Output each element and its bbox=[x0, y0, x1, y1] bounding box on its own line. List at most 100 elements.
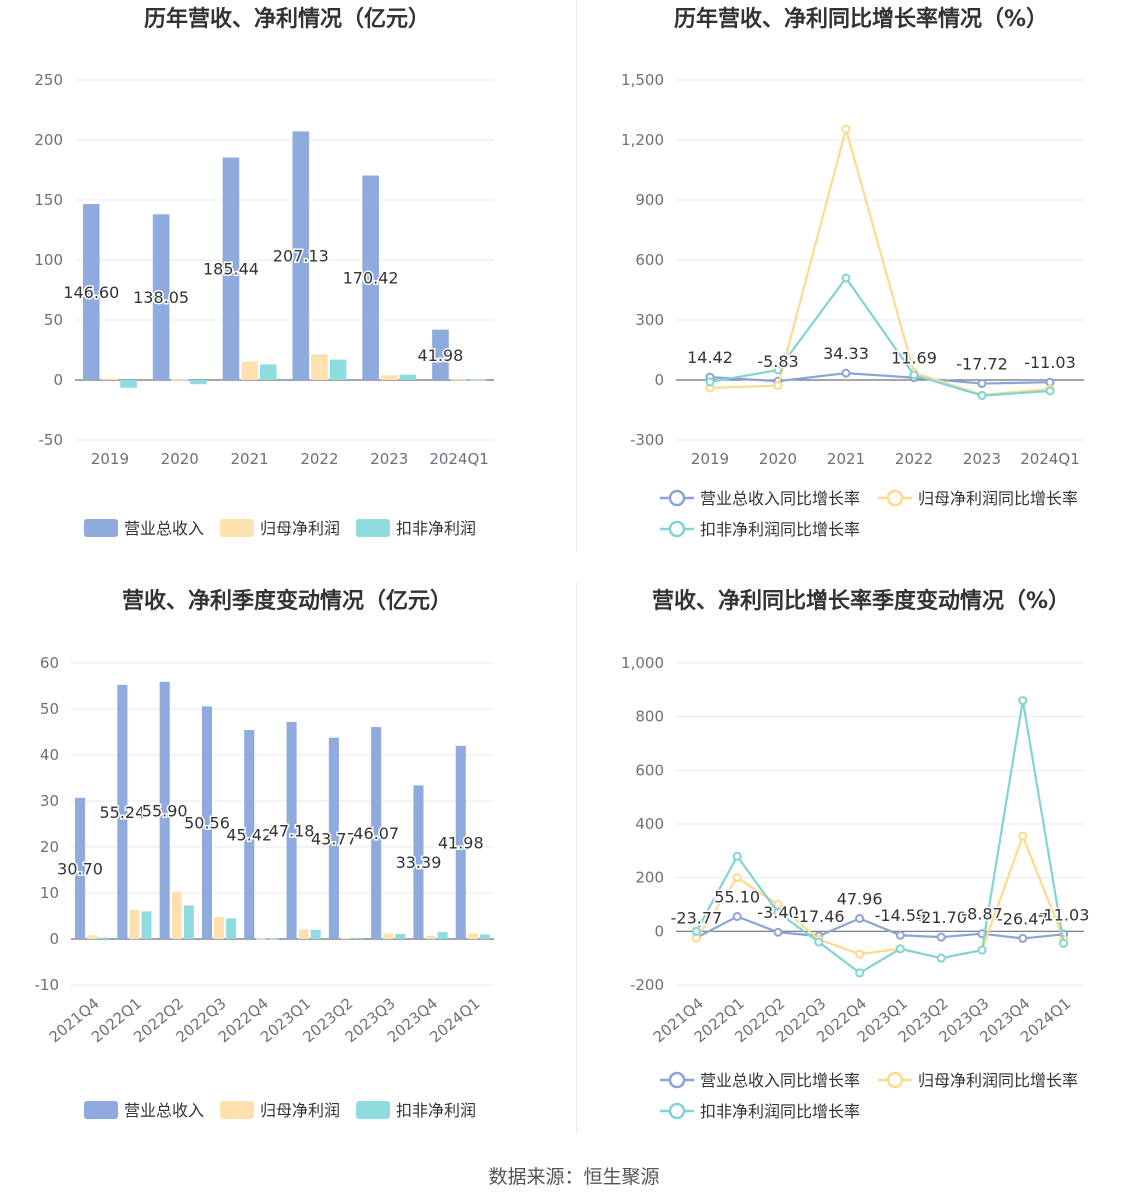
legend-label: 营业总收入同比增长率 bbox=[700, 489, 860, 508]
data-label: 207.13 bbox=[273, 247, 329, 266]
data-point bbox=[936, 932, 946, 942]
legend-item: 扣非净利润 bbox=[356, 519, 476, 538]
data-label: 33.39 bbox=[396, 853, 442, 872]
legend-item: 营业总收入 bbox=[84, 519, 204, 538]
bar-deducted-net bbox=[183, 905, 194, 939]
data-label: 185.44 bbox=[203, 260, 259, 279]
data-label: 41.98 bbox=[438, 833, 484, 852]
legend-item: 营业总收入同比增长率 bbox=[660, 1071, 860, 1090]
legend-item: 扣非净利润同比增长率 bbox=[660, 1102, 860, 1121]
data-label: 30.70 bbox=[57, 859, 103, 878]
bar-deducted-net bbox=[399, 374, 417, 380]
y-tick-label: 1,500 bbox=[621, 71, 664, 89]
data-label: 47.96 bbox=[837, 889, 883, 908]
data-point bbox=[936, 953, 946, 963]
bar-parent-net bbox=[298, 929, 309, 939]
bar-parent-net bbox=[256, 938, 267, 940]
bar-parent-net bbox=[214, 916, 225, 939]
x-tick-label: 2022 bbox=[300, 450, 338, 468]
chart-svg: 营收、净利季度变动情况（亿元）-1001020304050602021Q4202… bbox=[35, 588, 494, 1120]
legend-label: 营业总收入同比增长率 bbox=[700, 1071, 860, 1090]
bar-deducted-net bbox=[226, 918, 237, 939]
data-label: 14.42 bbox=[687, 348, 733, 367]
bar-parent-net bbox=[171, 379, 189, 381]
x-tick-label: 2021 bbox=[827, 450, 865, 468]
data-point bbox=[855, 949, 865, 959]
legend-swatch bbox=[84, 519, 118, 537]
data-point bbox=[732, 873, 742, 883]
legend-item: 归母净利润 bbox=[220, 519, 340, 538]
data-label: 55.90 bbox=[142, 801, 188, 820]
data-label: 170.42 bbox=[343, 269, 399, 288]
bar-parent-net bbox=[383, 933, 394, 939]
legend-item: 扣非净利润同比增长率 bbox=[660, 520, 860, 539]
data-point bbox=[977, 945, 987, 955]
data-point bbox=[814, 937, 824, 947]
x-tick-label: 2024Q1 bbox=[429, 450, 489, 468]
x-tick-label: 2022 bbox=[895, 450, 933, 468]
bar-revenue bbox=[286, 721, 297, 939]
y-tick-label: -200 bbox=[630, 976, 664, 994]
y-tick-label: 1,000 bbox=[621, 654, 664, 672]
data-point bbox=[909, 370, 919, 380]
bar-revenue bbox=[201, 706, 213, 939]
data-label: 138.05 bbox=[133, 288, 189, 307]
series-line-revenue bbox=[709, 372, 1051, 385]
data-label: -8.87 bbox=[961, 905, 1002, 924]
y-tick-label: 0 bbox=[654, 371, 664, 389]
panel-divider-top bbox=[576, 0, 577, 552]
x-tick-label: 2023 bbox=[963, 450, 1001, 468]
data-point bbox=[855, 968, 865, 978]
y-tick-label: 800 bbox=[635, 708, 664, 726]
data-label: 41.98 bbox=[418, 346, 464, 365]
series-line-revenue bbox=[695, 915, 1064, 940]
data-label: -5.83 bbox=[757, 352, 798, 371]
legend-swatch-marker bbox=[668, 520, 686, 538]
bar-revenue bbox=[292, 131, 310, 380]
bar-revenue bbox=[362, 175, 379, 380]
data-point bbox=[855, 913, 865, 923]
bar-revenue bbox=[455, 745, 466, 939]
data-label: 45.42 bbox=[226, 826, 272, 845]
bar-parent-net bbox=[171, 891, 182, 939]
y-tick-label: -300 bbox=[630, 431, 664, 449]
series-line-deducted-net bbox=[695, 700, 1065, 975]
data-label: 34.33 bbox=[823, 344, 869, 363]
legend-item: 营业总收入同比增长率 bbox=[660, 489, 860, 508]
bar-deducted-net bbox=[259, 364, 277, 380]
data-point bbox=[841, 368, 851, 378]
panel-divider-bottom bbox=[576, 582, 577, 1134]
y-tick-label: 100 bbox=[34, 251, 63, 269]
bar-revenue bbox=[152, 214, 170, 380]
bar-parent-net bbox=[311, 354, 328, 380]
bar-deducted-net bbox=[329, 359, 347, 380]
x-tick-label: 2019 bbox=[691, 450, 729, 468]
bar-parent-net bbox=[129, 910, 140, 939]
bar-parent-net bbox=[241, 361, 258, 380]
bar-parent-net bbox=[380, 375, 398, 380]
bar-deducted-net bbox=[141, 911, 152, 939]
chart-svg: 历年营收、净利同比增长率情况（%） -300 0 300 600 900 1,200 1,50… bbox=[621, 6, 1084, 539]
y-tick-label: 400 bbox=[635, 815, 664, 833]
data-point bbox=[1059, 938, 1069, 948]
y-tick-label: 40 bbox=[40, 746, 59, 764]
legend-item: 归母净利润同比增长率 bbox=[878, 1071, 1078, 1090]
bar-revenue bbox=[432, 329, 449, 380]
data-label: -21.70 bbox=[915, 908, 967, 927]
bar-revenue bbox=[82, 204, 100, 380]
y-tick-label: 10 bbox=[40, 884, 59, 902]
bar-revenue bbox=[244, 730, 255, 939]
chart-title: 营收、净利同比增长率季度变动情况（%） bbox=[652, 588, 1070, 614]
bar-deducted-net bbox=[437, 932, 448, 939]
bar-deducted-net bbox=[310, 929, 321, 939]
legend-item: 营业总收入 bbox=[84, 1101, 204, 1120]
legend-item: 归母净利润同比增长率 bbox=[878, 489, 1078, 508]
chart-svg: 营收、净利同比增长率季度变动情况（%） -200 0 200 400 600 800 1,00… bbox=[621, 588, 1091, 1121]
y-tick-label: 600 bbox=[635, 251, 664, 269]
data-point bbox=[1018, 831, 1028, 841]
legend-label: 归母净利润同比增长率 bbox=[918, 1071, 1078, 1090]
legend-label: 扣非净利润 bbox=[396, 1101, 476, 1120]
data-point bbox=[1045, 386, 1055, 396]
chart-title: 营收、净利季度变动情况（亿元） bbox=[122, 588, 452, 614]
data-label: 11.69 bbox=[891, 349, 937, 368]
